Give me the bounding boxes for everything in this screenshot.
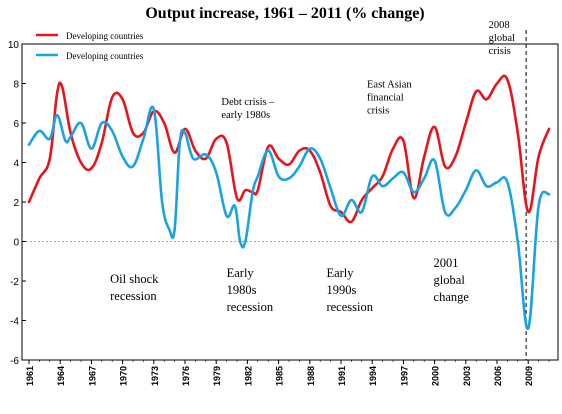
annotation-line: East Asian (367, 79, 412, 90)
annotation-global2008: 2008 global crisis (489, 20, 515, 57)
series-line-1 (27, 74, 551, 224)
annotation-debt: Debt crisis – early 1980s (221, 97, 275, 121)
x-tick-label: 1967 (87, 366, 97, 386)
y-tick-label: 2 (13, 198, 19, 209)
annotation-oil: Oil shock recession (110, 272, 159, 303)
annotation-line: financial (367, 92, 404, 103)
x-tick-label: 2000 (431, 366, 441, 386)
annotation-line: global (434, 273, 466, 287)
y-tick-label: 0 (13, 238, 19, 249)
y-tick-label: 8 (13, 80, 19, 91)
annotation-line: crisis (489, 46, 511, 57)
annotation-line: 2008 (489, 20, 510, 31)
chart-title: Output increase, 1961 – 2011 (% change) (145, 5, 424, 22)
x-tick-label: 1973 (150, 366, 160, 386)
annotation-line: Oil shock (110, 272, 159, 286)
y-tick-label: 6 (13, 119, 19, 130)
annotation-line: 1980s (227, 283, 257, 297)
x-tick-label: 2009 (524, 366, 534, 386)
annotation-early90: Early 1990s recession (326, 266, 373, 314)
annotation-line: early 1980s (221, 110, 270, 121)
y-tick-label: -2 (10, 277, 19, 288)
annotation-line: recession (326, 300, 373, 314)
x-tick-label: 1979 (212, 366, 222, 386)
series-line-2 (27, 105, 551, 330)
y-tick-label: 4 (13, 159, 19, 170)
x-tick-label: 1997 (399, 366, 409, 386)
annotation-line: Early (326, 266, 354, 280)
x-tick-label: 1964 (56, 366, 66, 386)
annotation-line: global (489, 33, 515, 44)
x-tick-label: 1991 (337, 366, 347, 386)
annotation-line: recession (227, 300, 274, 314)
annotation-line: crisis (367, 105, 389, 116)
y-tick-label: -6 (10, 356, 19, 367)
x-tick-label: 1961 (25, 366, 35, 386)
y-tick-label: 10 (8, 40, 20, 51)
legend-label-series-2: Developing countries (66, 51, 144, 61)
x-tick-label: 1976 (181, 366, 191, 386)
series-group (27, 74, 551, 330)
annotation-line: recession (110, 289, 157, 303)
legend: Developing countries Developing countrie… (36, 31, 144, 61)
x-tick-label: 1970 (119, 366, 129, 386)
x-tick-label: 2003 (462, 366, 472, 386)
x-tick-label: 1994 (368, 366, 378, 386)
legend-label-series-1: Developing countries (66, 31, 144, 41)
x-tick-label: 1988 (306, 366, 316, 386)
annotation-line: 1990s (326, 283, 356, 297)
y-tick-label: -4 (10, 317, 19, 328)
axes: 10 8 6 4 2 0 -2 -4 -6 1961 1964 1967 1970 1973 1976 197… (8, 30, 559, 386)
annotation-line: Debt crisis – (221, 97, 275, 108)
x-tick-label: 2006 (493, 366, 503, 386)
annotation-change2001: 2001 global change (434, 256, 470, 304)
x-tick-label: 1985 (275, 366, 285, 386)
x-tick-label: 1982 (243, 366, 253, 386)
annotation-early80: Early 1980s recession (227, 266, 274, 314)
annotation-eastasia: East Asian financial crisis (367, 79, 412, 116)
annotation-line: Early (227, 266, 255, 280)
annotation-line: change (434, 290, 470, 304)
annotation-line: 2001 (434, 256, 459, 270)
